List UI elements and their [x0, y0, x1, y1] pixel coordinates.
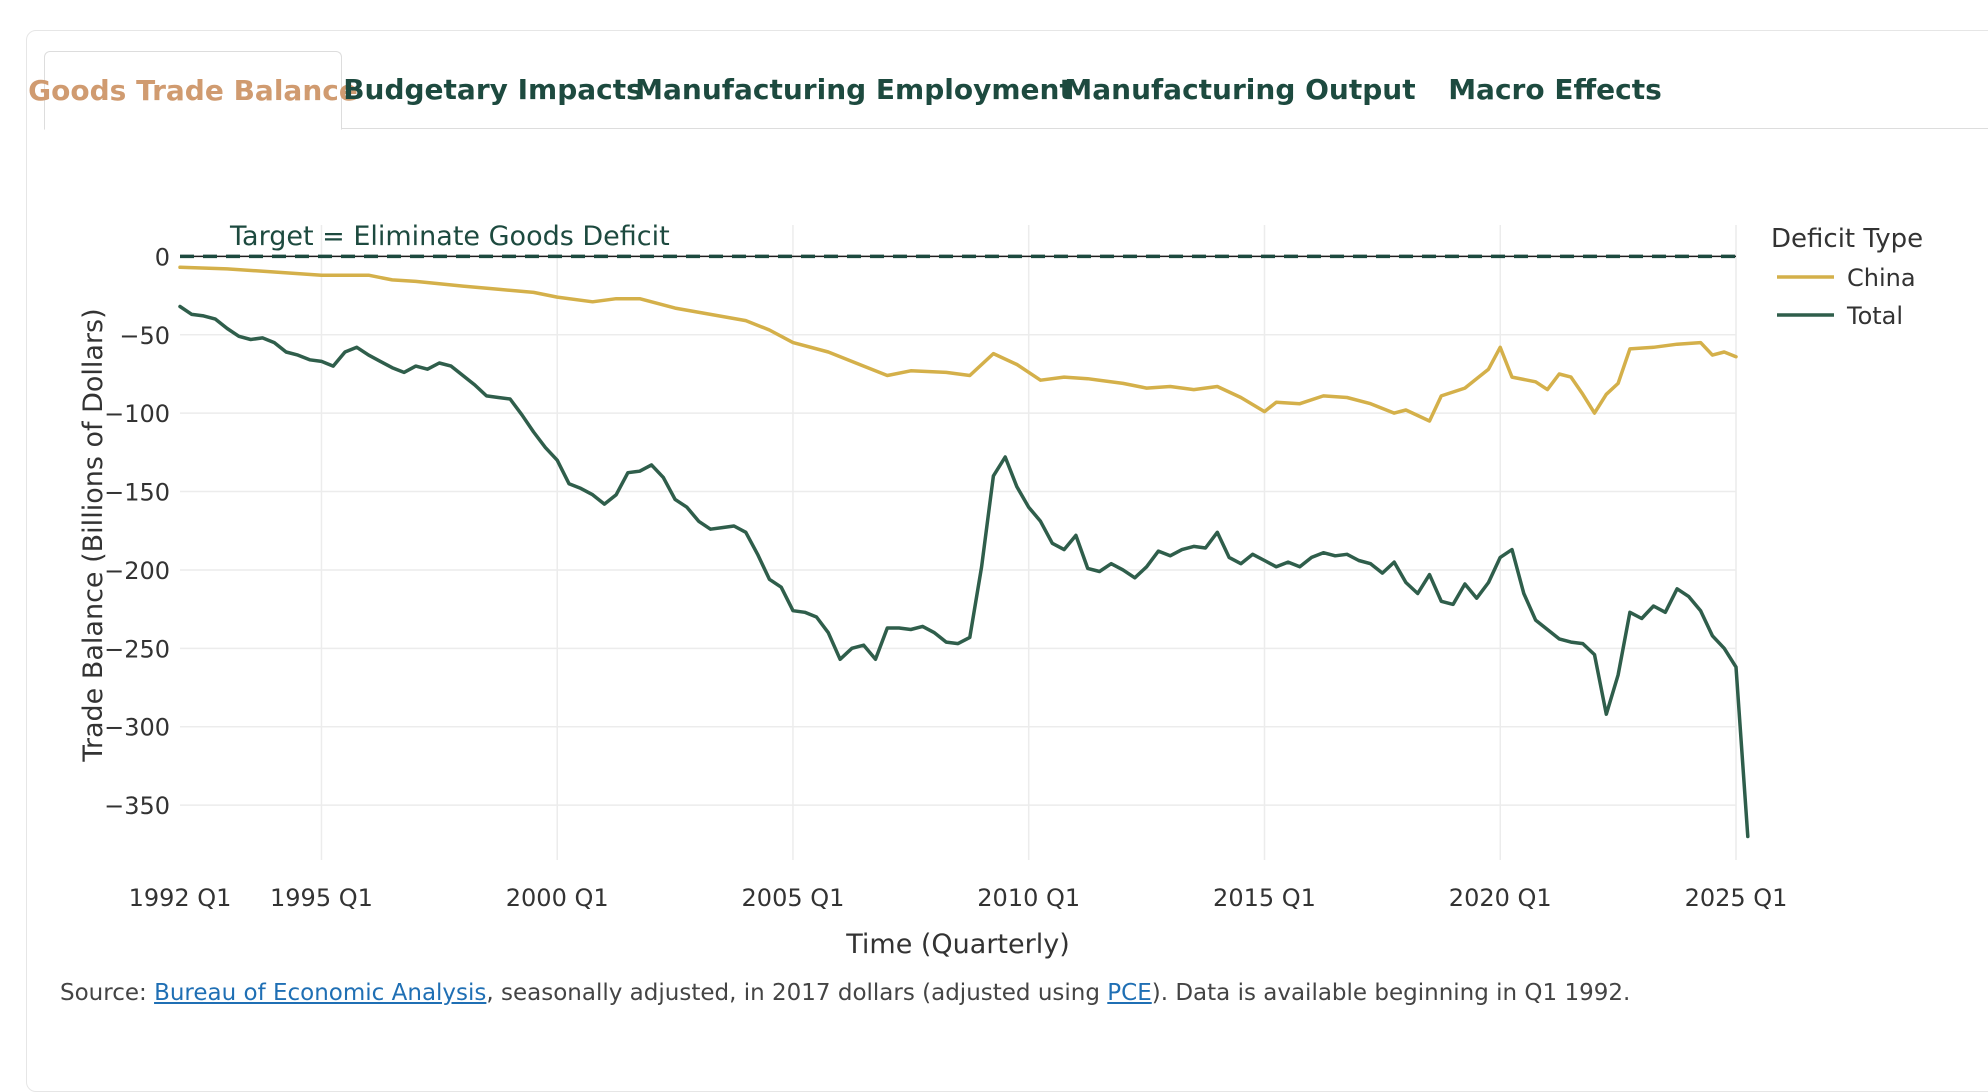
- y-axis-title: Trade Balance (Billions of Dollars): [78, 308, 109, 762]
- y-tick-label: −150: [104, 479, 170, 507]
- x-tick-label: 2020 Q1: [1449, 884, 1552, 912]
- y-tick-labels: 0 −50 −100 −150 −200 −250 −300 −350: [104, 243, 170, 820]
- x-tick-label: 2000 Q1: [506, 884, 609, 912]
- gridlines: [180, 225, 1737, 860]
- source-middle: , seasonally adjusted, in 2017 dollars (…: [486, 980, 1108, 1006]
- x-tick-label: 2025 Q1: [1685, 884, 1788, 912]
- tab-manufacturing-employment[interactable]: Manufacturing Employment: [635, 73, 1073, 106]
- tab-bar: Goods Trade Balance Budgetary Impacts Ma…: [28, 51, 1988, 130]
- pce-link[interactable]: PCE: [1107, 980, 1152, 1006]
- x-tick-label: 2015 Q1: [1213, 884, 1316, 912]
- source-note: Source: Bureau of Economic Analysis, sea…: [60, 980, 1630, 1006]
- y-tick-label: −100: [104, 400, 170, 428]
- y-tick-label: −350: [104, 792, 170, 820]
- y-tick-label: −50: [119, 322, 170, 350]
- tab-macro-effects[interactable]: Macro Effects: [1448, 73, 1662, 106]
- x-tick-label: 1992 Q1: [129, 884, 232, 912]
- trade-balance-chart: 0 −50 −100 −150 −200 −250 −300 −350 1992 Q1 1995…: [78, 221, 1923, 960]
- chart-card: [26, 30, 1988, 1092]
- x-tick-label: 2010 Q1: [977, 884, 1080, 912]
- y-tick-label: −200: [104, 557, 170, 585]
- source-suffix: ). Data is available beginning in Q1 199…: [1151, 980, 1631, 1006]
- bea-link[interactable]: Bureau of Economic Analysis: [154, 980, 487, 1006]
- y-tick-label: −300: [104, 714, 170, 742]
- series-line-total[interactable]: [178, 304, 1750, 839]
- legend: Deficit Type China Total: [1771, 224, 1923, 330]
- target-annotation: Target = Eliminate Goods Deficit: [229, 221, 670, 252]
- y-tick-label: 0: [155, 243, 170, 271]
- legend-total-label[interactable]: Total: [1846, 302, 1903, 330]
- tab-goods-trade-balance[interactable]: Goods Trade Balance: [28, 51, 358, 130]
- tab-budgetary-impacts[interactable]: Budgetary Impacts: [343, 73, 643, 106]
- x-axis-title: Time (Quarterly): [845, 929, 1070, 960]
- tab-manufacturing-output[interactable]: Manufacturing Output: [1064, 73, 1416, 106]
- series-line-china[interactable]: [178, 265, 1738, 423]
- legend-china-label[interactable]: China: [1847, 264, 1916, 292]
- y-tick-label: −250: [104, 635, 170, 663]
- source-prefix: Source:: [60, 980, 155, 1006]
- x-tick-labels: 1992 Q1 1995 Q1 2000 Q1 2005 Q1 2010 Q1 2015 …: [129, 884, 1788, 912]
- x-tick-label: 1995 Q1: [270, 884, 373, 912]
- series-lines: [178, 265, 1750, 839]
- x-tick-label: 2005 Q1: [742, 884, 845, 912]
- legend-title: Deficit Type: [1771, 224, 1923, 254]
